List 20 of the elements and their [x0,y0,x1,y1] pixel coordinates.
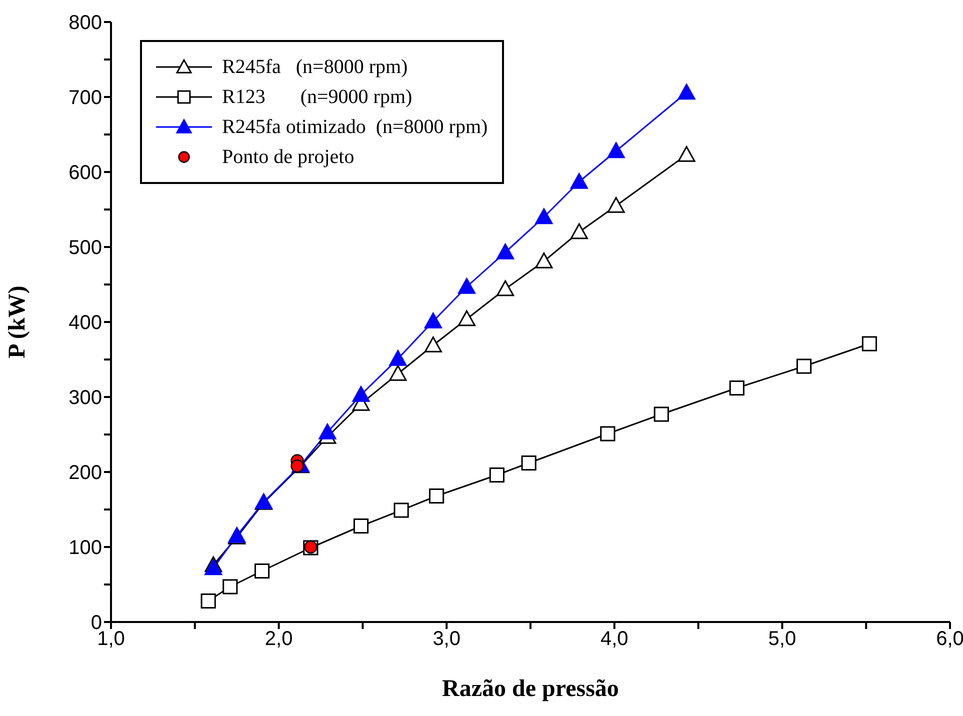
y-tick-label: 700 [68,87,102,110]
x-tick-label: 4,0 [600,628,628,650]
legend-label: R245fa (n=8000 rpm) [222,56,408,78]
x-tick-label: 1,0 [97,628,125,650]
x-axis-title: Razão de pressão [442,676,619,702]
y-tick-label: 200 [68,462,102,484]
y-tick-label: 300 [68,387,102,410]
y-tick-label: 500 [68,237,102,260]
x-tick-label: 3,0 [432,628,461,650]
legend-label: R245fa otimizado (n=8000 rpm) [222,116,488,138]
y-tick-label: 100 [68,537,102,560]
x-tick-label: 5,0 [768,628,796,650]
y-axis-title: P (kW) [4,286,31,358]
x-tick-label: 6,0 [936,628,963,650]
legend-label: R123 (n=9000 rpm) [222,86,412,108]
legend-label: Ponto de projeto [222,146,354,168]
y-tick-label: 800 [68,12,102,34]
y-tick-label: 600 [68,162,102,184]
x-tick-label: 2,0 [264,628,293,650]
y-tick-label: 400 [68,312,102,334]
